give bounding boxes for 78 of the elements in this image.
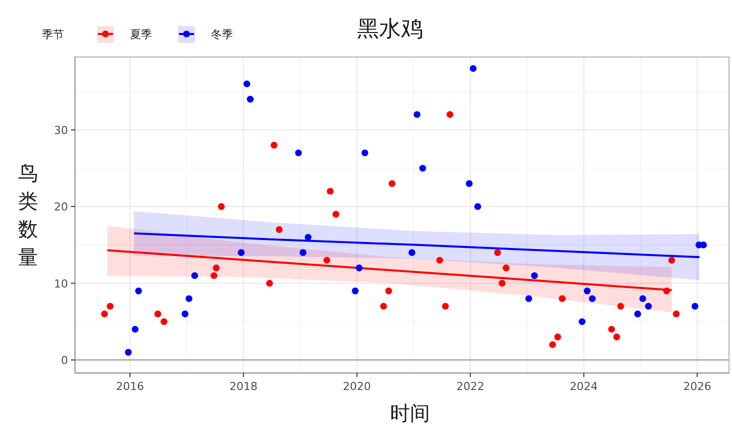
legend-title: 季节 xyxy=(42,28,64,41)
x-tick-label: 2024 xyxy=(570,380,598,393)
point xyxy=(502,264,510,272)
point xyxy=(549,341,556,348)
x-tick-label: 2018 xyxy=(229,380,258,393)
point xyxy=(326,188,334,195)
x-tick-label: 2016 xyxy=(116,380,144,393)
y-tick-label: 30 xyxy=(54,124,68,137)
point xyxy=(246,96,254,103)
point xyxy=(380,302,387,310)
point xyxy=(436,256,444,264)
point xyxy=(300,249,306,256)
point xyxy=(212,264,220,272)
y-axis-title: 鸟类数量 xyxy=(18,161,38,269)
point xyxy=(700,242,707,248)
point xyxy=(613,334,620,340)
point xyxy=(525,295,532,302)
point xyxy=(617,302,624,310)
point xyxy=(668,256,676,264)
point xyxy=(474,203,482,210)
point xyxy=(494,249,501,256)
point xyxy=(266,280,273,287)
point xyxy=(154,310,162,318)
point xyxy=(361,149,368,156)
point xyxy=(186,295,192,302)
y-tick-label: 20 xyxy=(54,200,68,214)
legend-label: 冬季 xyxy=(211,28,233,41)
point xyxy=(243,80,250,88)
point xyxy=(558,295,566,302)
point xyxy=(218,203,225,210)
point xyxy=(210,272,218,279)
point xyxy=(101,310,108,318)
point xyxy=(419,164,426,172)
point xyxy=(639,295,646,302)
point xyxy=(634,310,642,318)
y-tick-label: 10 xyxy=(54,277,68,290)
y-tick-label: 0 xyxy=(61,354,68,367)
point xyxy=(135,288,142,294)
point xyxy=(238,249,245,256)
point xyxy=(588,295,596,302)
point xyxy=(608,326,615,333)
point xyxy=(388,180,396,187)
point xyxy=(304,234,312,241)
point xyxy=(132,326,139,333)
point xyxy=(442,302,449,310)
point xyxy=(663,288,670,294)
point xyxy=(645,302,652,310)
chart-title: 黑水鸡 xyxy=(357,17,423,42)
point xyxy=(408,249,416,256)
point xyxy=(414,111,420,118)
point xyxy=(498,280,506,287)
point xyxy=(554,334,562,340)
point xyxy=(270,142,278,149)
legend-label: 夏季 xyxy=(130,28,152,41)
point xyxy=(191,272,198,279)
point xyxy=(470,65,477,72)
point xyxy=(106,302,114,310)
point xyxy=(584,288,591,294)
x-axis-title: 时间 xyxy=(390,401,430,425)
point xyxy=(352,288,359,294)
x-tick-label: 2022 xyxy=(456,380,484,393)
x-tick-label: 2026 xyxy=(683,380,712,393)
point xyxy=(385,288,392,294)
x-tick-label: 2020 xyxy=(342,380,371,393)
point xyxy=(124,348,132,356)
point xyxy=(356,264,363,272)
point xyxy=(160,318,168,326)
point xyxy=(182,310,188,318)
point xyxy=(446,111,454,118)
point xyxy=(692,302,698,310)
point xyxy=(332,210,340,218)
point xyxy=(276,226,283,233)
point xyxy=(578,318,586,326)
point xyxy=(672,310,680,318)
point xyxy=(295,149,302,156)
point xyxy=(531,272,538,279)
point xyxy=(323,256,330,264)
point xyxy=(466,180,473,187)
